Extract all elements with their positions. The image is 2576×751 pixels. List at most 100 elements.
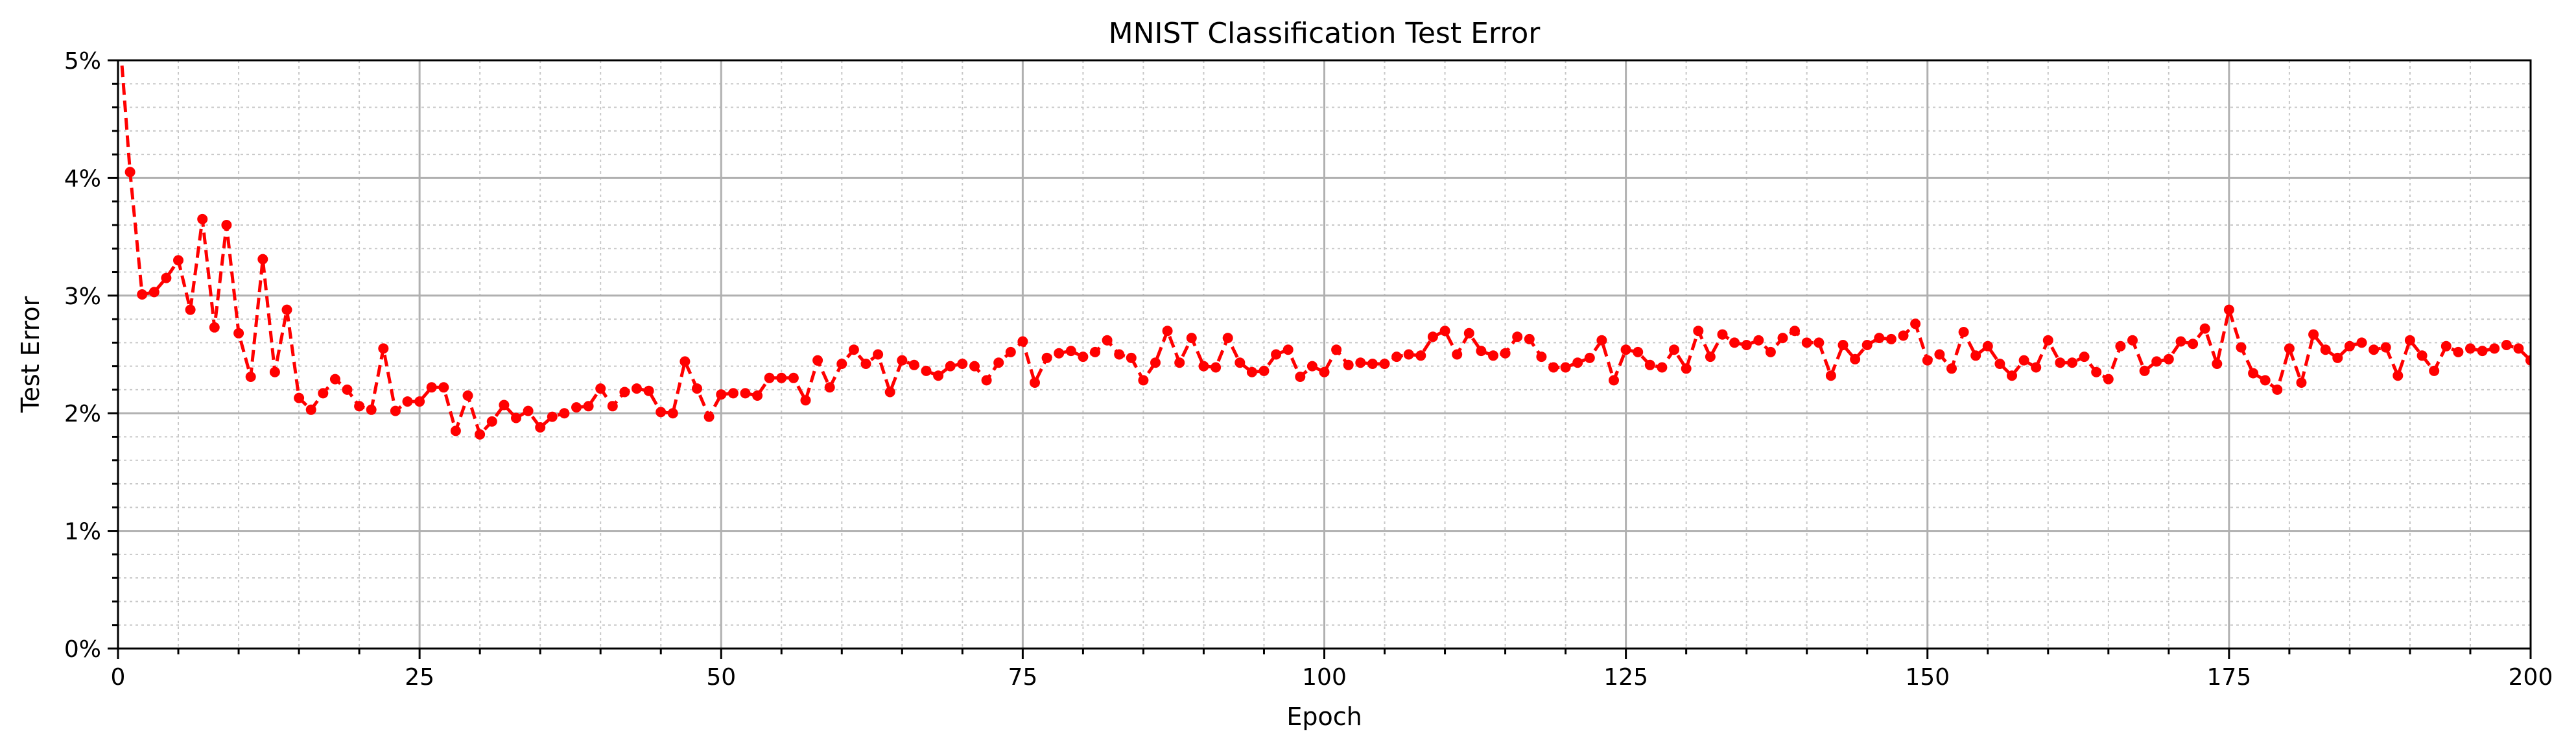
data-point: [1669, 344, 1679, 355]
data-point: [1379, 359, 1390, 369]
data-point: [860, 359, 871, 369]
data-point: [2199, 323, 2210, 334]
x-tick-label: 50: [706, 664, 736, 691]
data-point: [1994, 359, 2005, 369]
x-tick-labels: 0 25 50 75 100 125 150 175 200: [111, 664, 2553, 691]
data-point: [342, 384, 353, 395]
data-point: [414, 396, 425, 407]
data-point: [1512, 331, 1523, 342]
data-point: [1150, 357, 1161, 368]
data-point: [1488, 350, 1498, 361]
data-point: [1560, 362, 1571, 373]
data-point: [2151, 356, 2162, 367]
data-point: [2212, 359, 2223, 369]
data-point: [1717, 329, 1728, 340]
data-point: [1885, 333, 1897, 344]
data-point: [2513, 343, 2524, 354]
data-point: [1982, 340, 1993, 352]
data-point: [1391, 352, 1402, 363]
data-point: [233, 328, 244, 339]
data-point: [1777, 333, 1788, 344]
x-tick-label: 100: [1302, 664, 1347, 691]
data-point: [1343, 359, 1354, 370]
data-point: [221, 220, 232, 230]
data-point: [499, 399, 510, 411]
data-point: [1861, 340, 1873, 350]
data-point: [1548, 362, 1559, 373]
data-point: [209, 322, 220, 333]
data-point: [2103, 374, 2114, 385]
data-point: [1524, 333, 1535, 344]
data-point: [1970, 350, 1981, 361]
data-point: [2223, 304, 2234, 315]
data-point: [1946, 363, 1957, 374]
data-point: [667, 408, 678, 419]
x-axis-label: Epoch: [1286, 702, 1362, 731]
data-point: [848, 344, 859, 355]
data-point: [438, 382, 449, 393]
x-tick-label: 0: [111, 664, 126, 691]
data-point: [2477, 346, 2488, 357]
y-axis-label: Test Error: [16, 296, 45, 413]
data-point: [462, 390, 473, 401]
data-point: [1331, 344, 1342, 355]
data-point: [1065, 346, 1076, 357]
data-point: [426, 382, 437, 393]
data-point: [1705, 352, 1716, 363]
data-point: [161, 272, 172, 283]
data-point: [897, 355, 908, 366]
data-point: [2031, 362, 2042, 373]
data-point: [1874, 333, 1885, 344]
data-point: [1620, 344, 1631, 355]
data-point: [1126, 352, 1137, 363]
data-point: [836, 359, 847, 369]
data-point: [137, 289, 148, 300]
data-point: [1174, 357, 1185, 368]
data-point: [2091, 366, 2102, 377]
data-point: [281, 304, 292, 315]
data-point: [1476, 346, 1487, 357]
data-point: [619, 387, 630, 398]
data-point: [1922, 355, 1933, 366]
data-point: [318, 388, 329, 399]
data-point: [148, 287, 160, 298]
data-point: [1030, 377, 1040, 388]
data-point: [475, 429, 486, 440]
data-point: [692, 383, 702, 394]
data-point: [1246, 366, 1257, 377]
y-tick-label: 1%: [64, 519, 101, 545]
data-point: [656, 407, 667, 418]
data-point: [1693, 326, 1704, 337]
data-point: [1801, 337, 1812, 348]
data-point: [933, 370, 944, 381]
data-point: [632, 383, 642, 394]
y-tick-labels: 0% 1% 2% 3% 4% 5%: [64, 48, 101, 663]
axis-ticks: [108, 59, 2532, 659]
data-point: [329, 374, 340, 385]
data-point: [2356, 337, 2367, 348]
x-tick-label: 75: [1008, 664, 1037, 691]
data-point: [1114, 349, 1125, 360]
data-point: [269, 366, 280, 377]
data-point: [2380, 342, 2391, 353]
data-point: [1463, 328, 1474, 339]
data-point: [2489, 343, 2500, 354]
data-point: [1138, 375, 1149, 386]
y-tick-label: 4%: [64, 165, 101, 192]
data-point: [1500, 348, 1511, 359]
data-point: [2440, 340, 2452, 352]
data-point: [1741, 340, 1752, 350]
data-point: [1536, 352, 1547, 363]
data-point: [450, 425, 461, 436]
data-point: [1295, 372, 1306, 382]
data-point: [1814, 337, 1825, 348]
data-point: [2284, 343, 2295, 354]
data-point: [2525, 355, 2531, 366]
data-point: [2320, 344, 2331, 355]
data-point: [1427, 331, 1438, 342]
data-point: [2332, 352, 2343, 363]
data-point: [2175, 336, 2186, 347]
data-point: [547, 411, 558, 422]
data-point: [1790, 326, 1801, 337]
data-point: [1572, 357, 1583, 368]
